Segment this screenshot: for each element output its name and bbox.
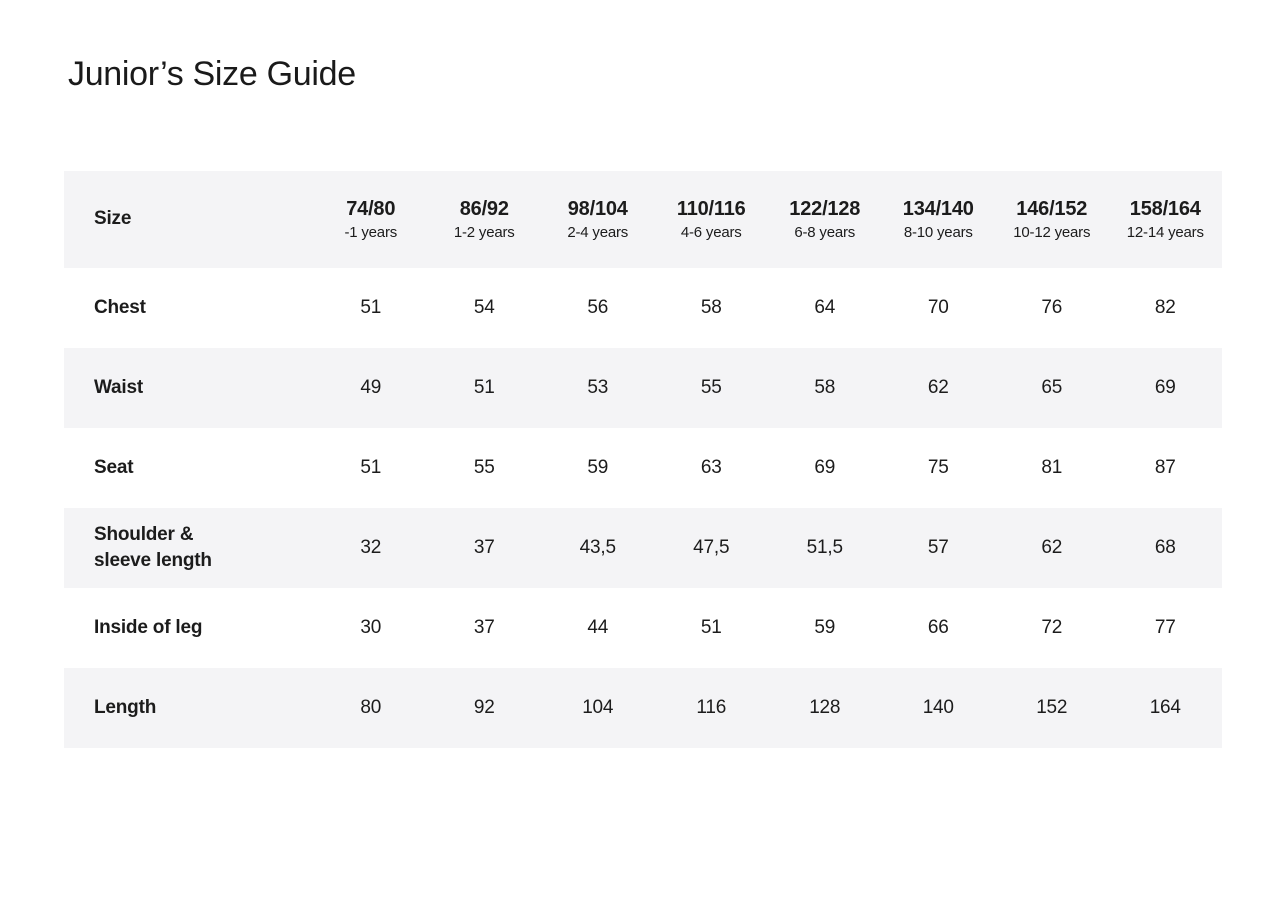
column-header-146-152: 146/152 10-12 years xyxy=(995,198,1109,241)
measurement-value: 47,5 xyxy=(693,536,730,558)
size-range-label: 122/128 xyxy=(789,197,861,220)
age-range-label: 4-6 years xyxy=(680,223,742,241)
age-range-label: 6-8 years xyxy=(794,223,856,241)
row-label: Waist xyxy=(64,375,314,401)
measurement-value: 68 xyxy=(1154,536,1176,558)
measurement-value: 32 xyxy=(360,536,382,558)
size-range-label: 74/80 xyxy=(346,197,396,220)
size-range-label: 134/140 xyxy=(902,197,974,220)
measurement-value: 92 xyxy=(473,696,495,718)
measurement-value: 64 xyxy=(814,296,836,318)
age-range-label: 12-14 years xyxy=(1126,223,1204,241)
measurement-value: 59 xyxy=(587,456,609,478)
measurement-value: 87 xyxy=(1154,456,1176,478)
row-label-text: Inside of leg xyxy=(94,616,203,638)
column-header-size: Size xyxy=(94,208,132,230)
measurement-value: 51 xyxy=(360,456,382,478)
measurement-value: 69 xyxy=(1154,376,1176,398)
measurement-value: 57 xyxy=(927,536,949,558)
table-row-length: Length 80 92 104 116 128 140 152 164 xyxy=(64,667,1222,748)
measurement-value: 77 xyxy=(1154,616,1176,638)
measurement-value: 128 xyxy=(809,696,841,718)
measurement-value: 152 xyxy=(1036,696,1068,718)
measurement-value: 51 xyxy=(473,376,495,398)
page-title: Junior’s Size Guide xyxy=(68,55,356,93)
row-label: Length xyxy=(64,695,314,721)
column-header-86-92: 86/92 1-2 years xyxy=(428,198,542,241)
measurement-value: 140 xyxy=(922,696,954,718)
measurement-value: 54 xyxy=(473,296,495,318)
row-label: Inside of leg xyxy=(64,615,314,641)
measurement-value: 82 xyxy=(1154,296,1176,318)
measurement-value: 75 xyxy=(927,456,949,478)
age-range-label: 8-10 years xyxy=(903,223,973,241)
size-range-label: 86/92 xyxy=(459,197,509,220)
measurement-value: 76 xyxy=(1041,296,1063,318)
row-label-text: Length xyxy=(94,696,157,718)
measurement-value: 53 xyxy=(587,376,609,398)
row-label-text: Waist xyxy=(94,376,143,398)
measurement-value: 70 xyxy=(927,296,949,318)
table-row-waist: Waist 49 51 53 55 58 62 65 69 xyxy=(64,347,1222,428)
measurement-value: 69 xyxy=(814,456,836,478)
size-guide-table: Size 74/80 -1 years 86/92 1-2 years 98/1… xyxy=(64,170,1223,748)
size-range-label: 110/116 xyxy=(676,197,746,220)
measurement-value: 55 xyxy=(473,456,495,478)
size-range-label: 146/152 xyxy=(1016,197,1088,220)
measurement-value: 80 xyxy=(360,696,382,718)
measurement-value: 49 xyxy=(360,376,382,398)
measurement-value: 59 xyxy=(814,616,836,638)
size-range-label: 98/104 xyxy=(567,197,628,220)
measurement-value: 66 xyxy=(927,616,949,638)
measurement-value: 62 xyxy=(927,376,949,398)
measurement-value: 58 xyxy=(814,376,836,398)
column-header-122-128: 122/128 6-8 years xyxy=(768,198,882,241)
measurement-value: 37 xyxy=(473,616,495,638)
measurement-value: 55 xyxy=(700,376,722,398)
measurement-value: 116 xyxy=(696,696,727,718)
row-label: Seat xyxy=(64,455,314,481)
measurement-value: 51 xyxy=(700,616,722,638)
measurement-value: 51 xyxy=(360,296,382,318)
column-header-134-140: 134/140 8-10 years xyxy=(882,198,996,241)
measurement-value: 44 xyxy=(587,616,609,638)
row-label: Chest xyxy=(64,295,314,321)
measurement-value: 37 xyxy=(473,536,495,558)
column-header-74-80: 74/80 -1 years xyxy=(314,198,428,241)
measurement-value: 72 xyxy=(1041,616,1063,638)
row-label-text: Shoulder & sleeve length xyxy=(94,524,212,571)
table-row-inside-of-leg: Inside of leg 30 37 44 51 59 66 72 77 xyxy=(64,588,1222,668)
size-range-label: 158/164 xyxy=(1129,197,1201,220)
measurement-value: 62 xyxy=(1041,536,1063,558)
column-header-110-116: 110/116 4-6 years xyxy=(655,198,769,241)
measurement-value: 51,5 xyxy=(806,536,843,558)
age-range-label: 2-4 years xyxy=(567,223,629,241)
row-label-text: Chest xyxy=(94,296,146,318)
row-label-text: Seat xyxy=(94,456,134,478)
table-row-chest: Chest 51 54 56 58 64 70 76 82 xyxy=(64,268,1222,348)
table-row-shoulder-sleeve-length: Shoulder & sleeve length 32 37 43,5 47,5… xyxy=(64,507,1222,588)
measurement-value: 30 xyxy=(360,616,382,638)
table-row-seat: Seat 51 55 59 63 69 75 81 87 xyxy=(64,428,1222,508)
measurement-value: 58 xyxy=(700,296,722,318)
column-header-158-164: 158/164 12-14 years xyxy=(1109,198,1223,241)
measurement-value: 164 xyxy=(1149,696,1181,718)
measurement-value: 104 xyxy=(582,696,614,718)
column-header-98-104: 98/104 2-4 years xyxy=(541,198,655,241)
measurement-value: 65 xyxy=(1041,376,1063,398)
measurement-value: 56 xyxy=(587,296,609,318)
age-range-label: 10-12 years xyxy=(1013,223,1091,241)
measurement-value: 63 xyxy=(700,456,722,478)
age-range-label: -1 years xyxy=(344,223,398,241)
measurement-value: 81 xyxy=(1041,456,1063,478)
row-label: Shoulder & sleeve length xyxy=(64,522,314,573)
table-header-row: Size 74/80 -1 years 86/92 1-2 years 98/1… xyxy=(64,170,1223,268)
measurement-value: 43,5 xyxy=(579,536,616,558)
age-range-label: 1-2 years xyxy=(453,223,515,241)
